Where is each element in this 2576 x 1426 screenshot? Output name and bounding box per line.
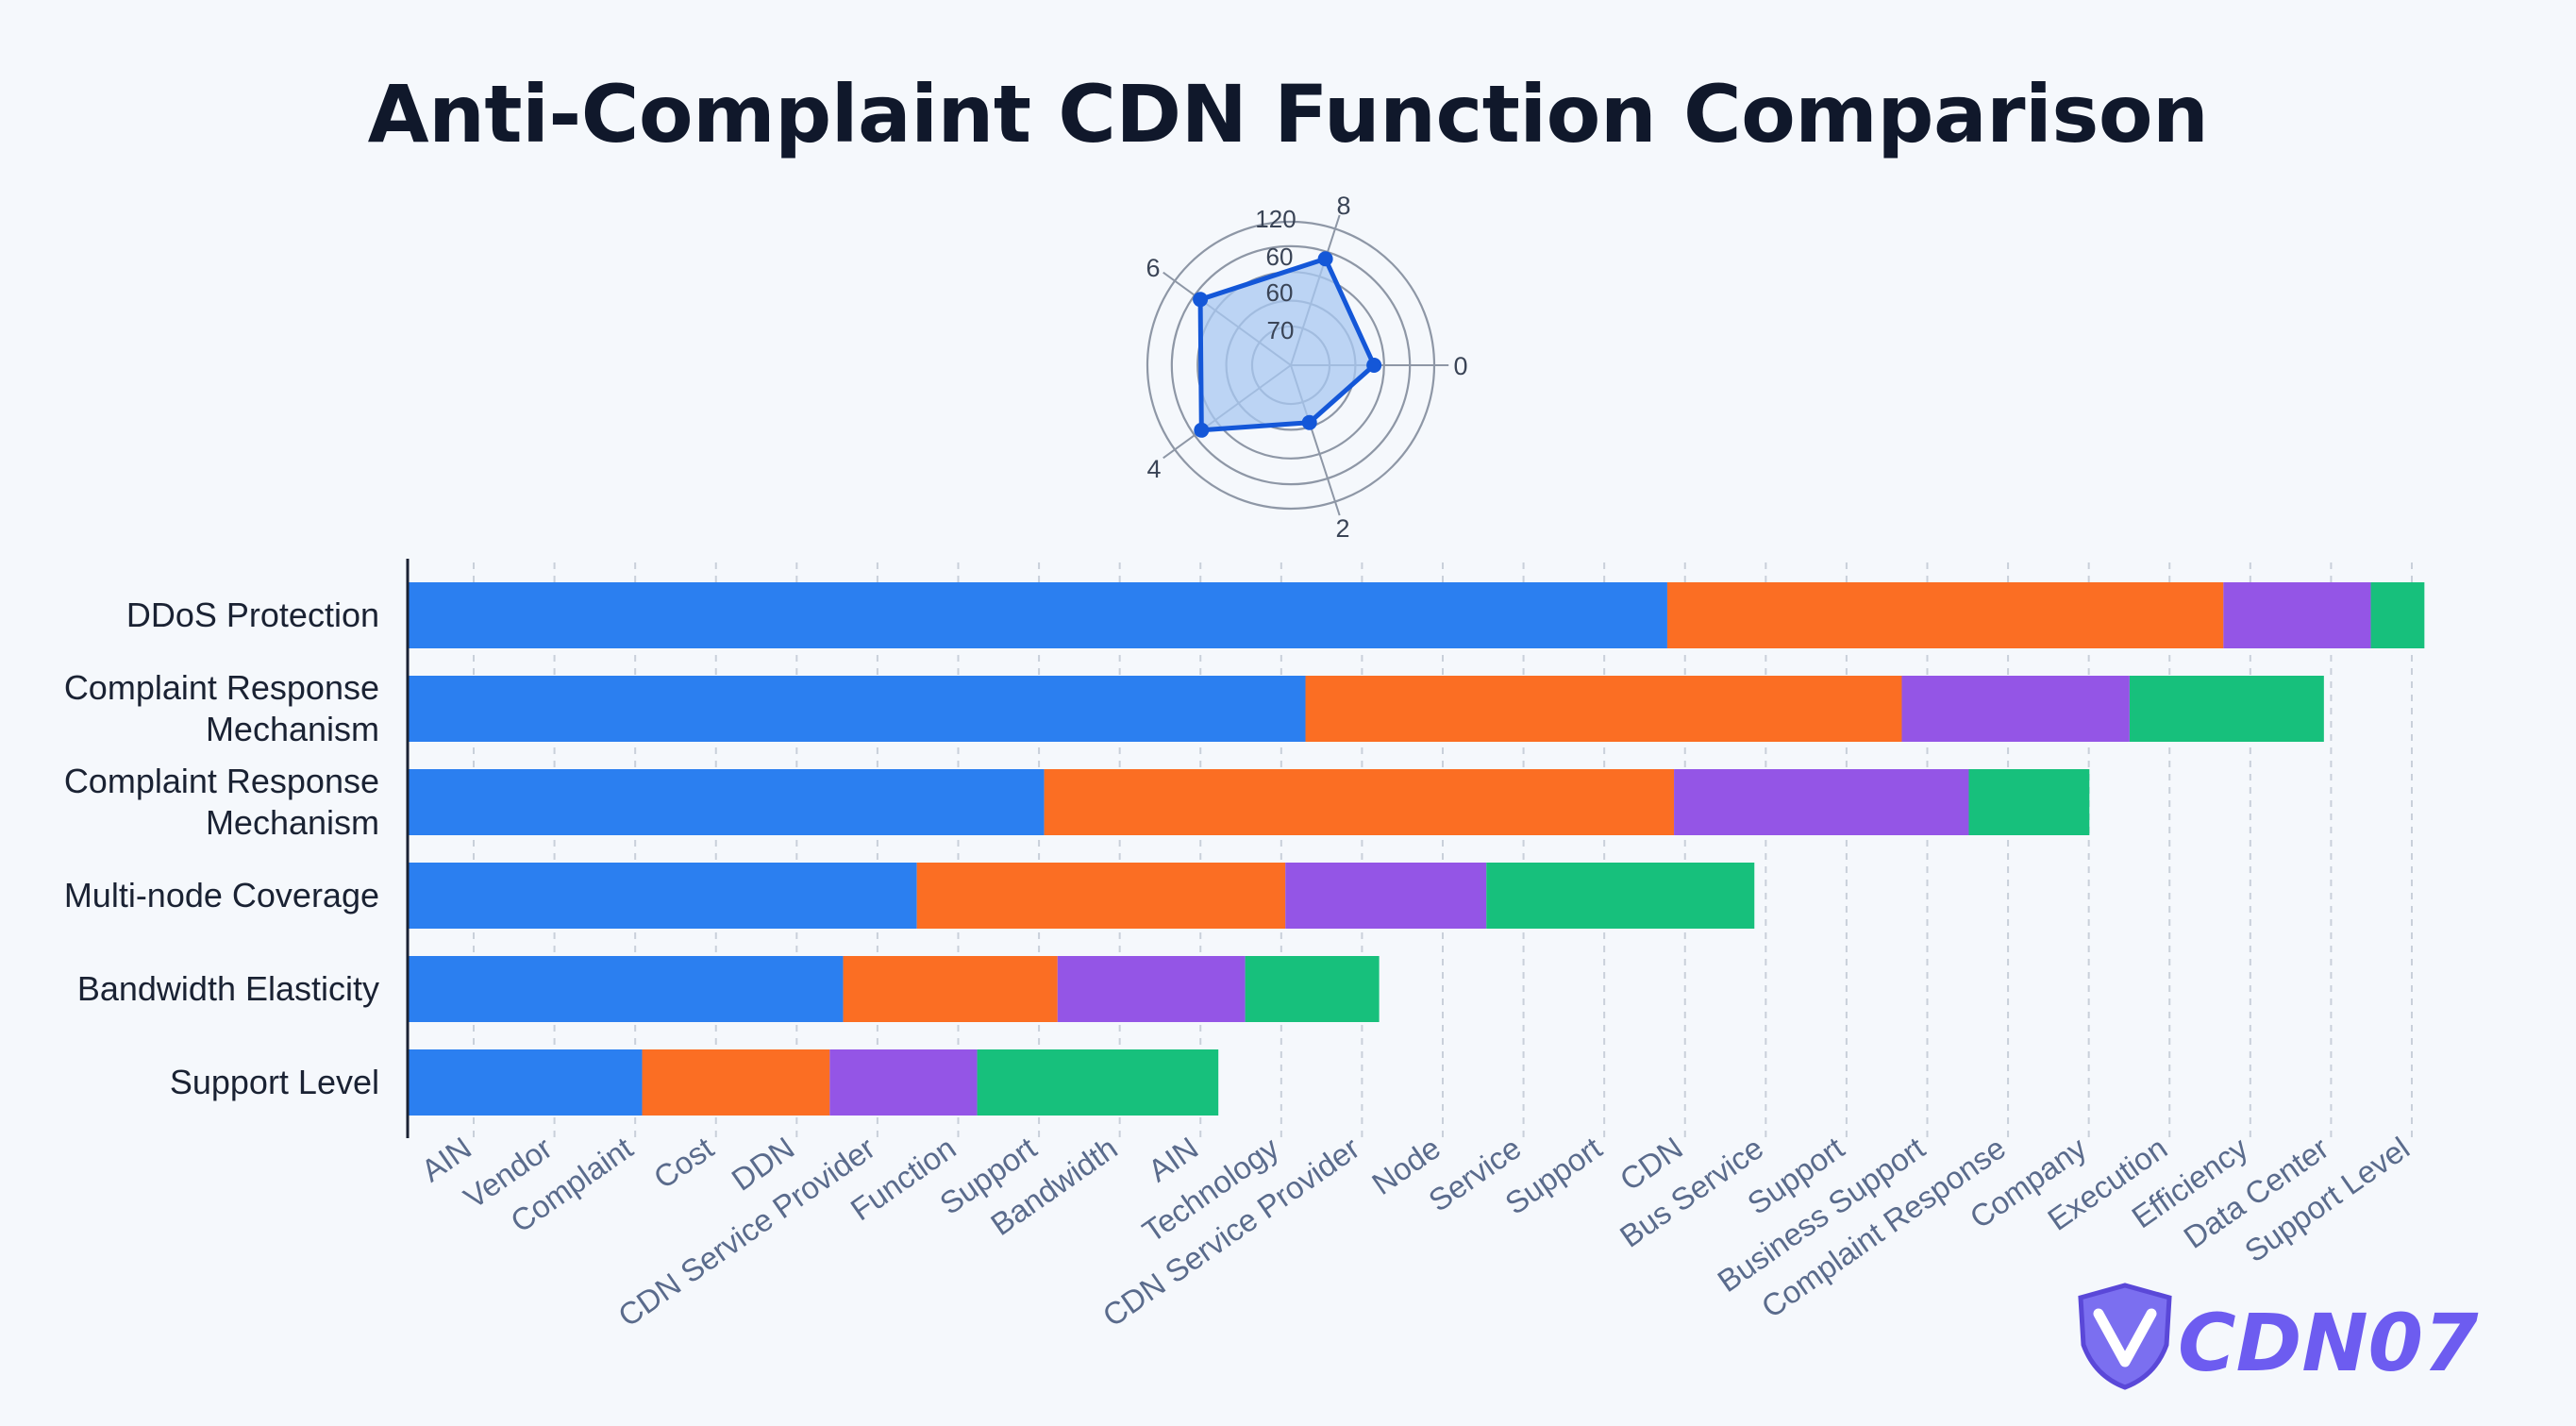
radar-angle-label: 6 (1146, 254, 1160, 282)
radar-angle-label: 4 (1146, 455, 1161, 483)
bar-segment (1057, 956, 1246, 1022)
radar-ring-label: 60 (1266, 243, 1294, 271)
bar-segment (1044, 769, 1675, 835)
category-label-line: Mechanism (206, 803, 379, 842)
bar-segment (1901, 676, 2130, 742)
category-label-line: Complaint Response (64, 762, 379, 800)
radar-ring-label: 70 (1267, 316, 1295, 344)
radar-ring-label: 60 (1266, 278, 1294, 307)
radar-point (1193, 292, 1209, 308)
shield-logo-icon (2078, 1283, 2172, 1390)
category-label: Complaint Response Mechanism (64, 762, 379, 842)
bar-segment (977, 1049, 1219, 1116)
category-label-line: Mechanism (206, 710, 379, 748)
bar-segment (408, 956, 844, 1022)
bar-segment (1666, 582, 2224, 648)
bar-segment (843, 956, 1058, 1022)
bar-segment (1285, 863, 1487, 929)
bar-segment (1486, 863, 1755, 929)
chart-title: Anti-Complaint CDN Function Comparison (367, 68, 2209, 160)
bar-segment (2223, 582, 2371, 648)
bar-segment (2370, 582, 2425, 648)
bar-segment (2129, 676, 2324, 742)
radar-area (1197, 256, 1377, 433)
logo-text: CDN07 (2178, 1297, 2479, 1389)
bar-segment (1674, 769, 1969, 835)
bar-segment (642, 1049, 830, 1116)
bar-segment (408, 582, 1667, 648)
category-label: Bandwidth Elasticity (77, 969, 379, 1008)
category-label: Support Level (170, 1063, 379, 1101)
bar-segment (1245, 956, 1380, 1022)
bar-segment (1968, 769, 2090, 835)
category-label-line: Complaint Response (64, 668, 379, 707)
radar-point (1194, 422, 1210, 438)
radar-point (1317, 251, 1333, 267)
radar-ring-label: 120 (1255, 205, 1296, 233)
radar-angle-label: 2 (1335, 514, 1349, 543)
category-label: Multi-node Coverage (64, 876, 379, 914)
radar-point (1301, 414, 1317, 430)
radar-angle-label: 0 (1453, 352, 1467, 380)
bar-segment (408, 1049, 643, 1116)
category-label: DDoS Protection (126, 596, 379, 634)
bar-segment (829, 1049, 978, 1116)
bar-segment (1305, 676, 1902, 742)
bar-segment (408, 769, 1045, 835)
bar-segment (408, 863, 917, 929)
radar-point (1366, 358, 1382, 373)
category-label: Complaint Response Mechanism (64, 668, 379, 748)
bar-segment (916, 863, 1286, 929)
radar-angle-label: 8 (1336, 192, 1350, 220)
bar-segment (408, 676, 1306, 742)
